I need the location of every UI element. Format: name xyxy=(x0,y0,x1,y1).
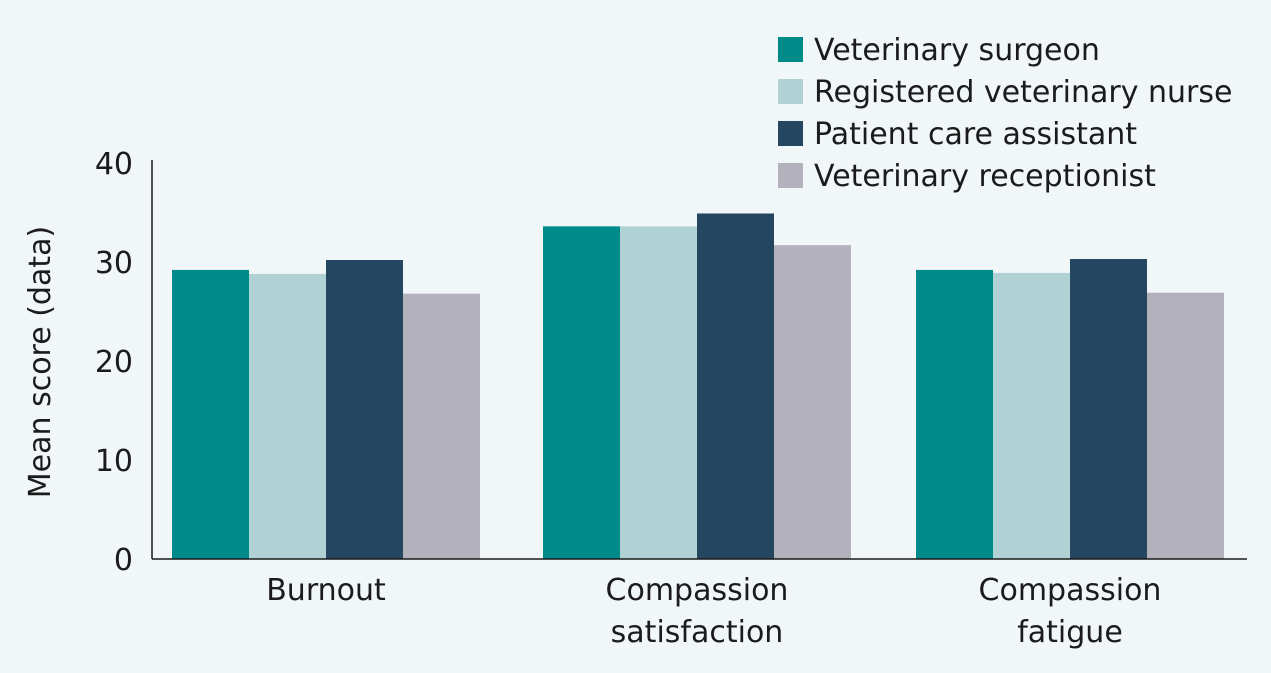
y-axis-title: Mean score (data) xyxy=(23,226,58,498)
x-category-label: Burnout xyxy=(266,573,386,608)
bar-registered-veterinary-nurse-2 xyxy=(993,272,1070,559)
x-category-label: Compassion xyxy=(606,573,789,608)
y-tick-label: 40 xyxy=(95,147,133,182)
x-category-label: Compassion xyxy=(979,573,1162,608)
y-tick-label: 20 xyxy=(95,345,133,380)
legend-swatch xyxy=(778,163,803,188)
legend-swatch xyxy=(778,79,803,104)
y-tick-label: 30 xyxy=(95,246,133,281)
bar-patient-care-assistant-1 xyxy=(697,213,774,560)
bar-patient-care-assistant-2 xyxy=(1070,259,1147,559)
bar-veterinary-receptionist-0 xyxy=(403,293,480,559)
legend-swatch xyxy=(778,121,803,146)
bar-veterinary-receptionist-2 xyxy=(1147,292,1224,559)
bar-patient-care-assistant-0 xyxy=(326,260,403,559)
bars-layer xyxy=(172,213,1224,560)
legend: Veterinary surgeon Registered veterinary … xyxy=(778,33,1232,194)
axes-layer: 0 10 20 30 40 Mean score (data) Burnout Compass… xyxy=(23,147,1247,650)
legend-swatch xyxy=(778,37,803,62)
bar-veterinary-receptionist-1 xyxy=(774,245,851,560)
bar-registered-veterinary-nurse-0 xyxy=(249,273,326,559)
legend-label: Veterinary surgeon xyxy=(814,33,1100,68)
legend-label: Veterinary receptionist xyxy=(814,159,1156,194)
y-tick-label: 0 xyxy=(114,543,133,578)
bar-veterinary-surgeon-0 xyxy=(172,269,249,559)
legend-label: Patient care assistant xyxy=(814,117,1137,152)
legend-label: Registered veterinary nurse xyxy=(814,75,1232,110)
bar-registered-veterinary-nurse-1 xyxy=(620,226,697,560)
y-tick-label: 10 xyxy=(95,444,133,479)
x-category-label: satisfaction xyxy=(611,615,784,650)
x-category-label: fatigue xyxy=(1017,615,1123,650)
bar-veterinary-surgeon-2 xyxy=(916,269,993,559)
bar-veterinary-surgeon-1 xyxy=(543,226,620,560)
